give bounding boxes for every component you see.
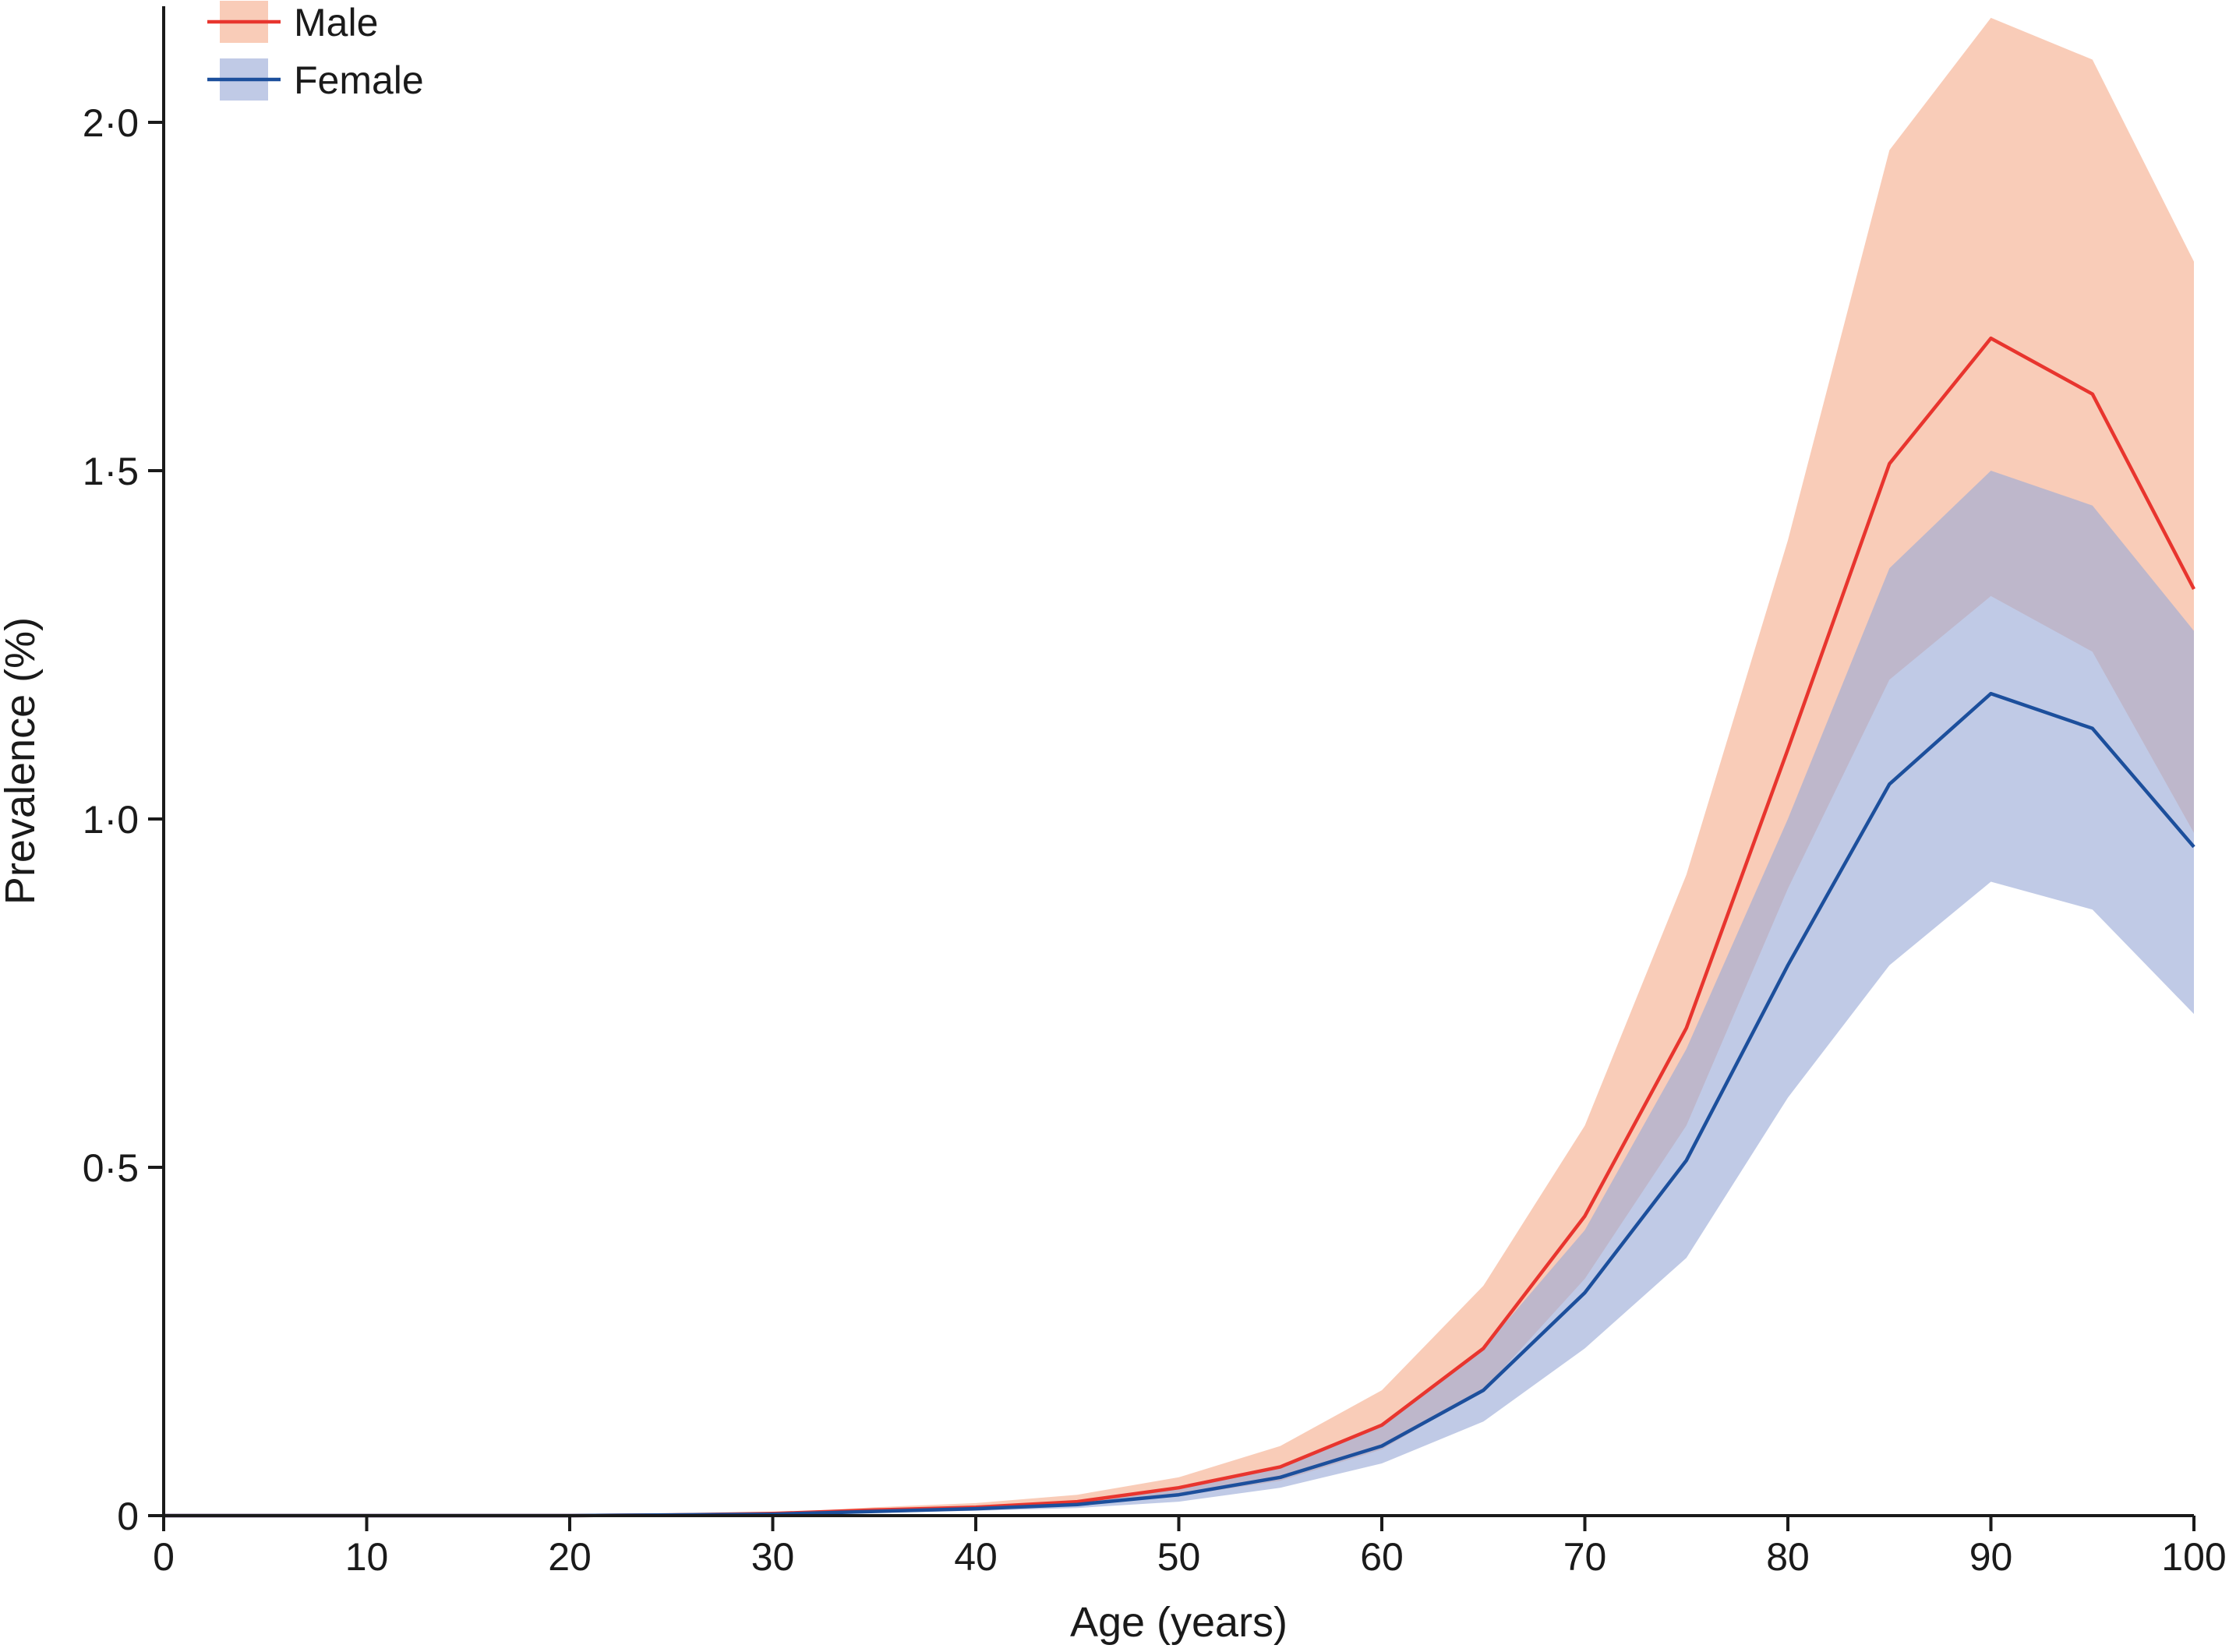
x-tick-label: 10 [345, 1535, 389, 1579]
x-tick-label: 50 [1157, 1535, 1201, 1579]
y-tick-label: 1·5 [83, 450, 139, 493]
x-tick-label: 60 [1360, 1535, 1404, 1579]
x-tick-label: 70 [1563, 1535, 1607, 1579]
legend-label: Female [294, 58, 424, 102]
x-tick-label: 20 [548, 1535, 592, 1579]
y-axis-title: Prevalence (%) [0, 617, 44, 905]
band-female [164, 471, 2194, 1516]
x-tick-label: 100 [2161, 1535, 2226, 1579]
uncertainty-bands [164, 17, 2194, 1516]
legend-label: Male [294, 1, 378, 44]
x-tick-label: 30 [751, 1535, 795, 1579]
x-tick-label: 40 [954, 1535, 998, 1579]
y-tick-label: 1·0 [83, 798, 139, 842]
x-tick-label: 90 [1969, 1535, 2013, 1579]
y-tick-label: 0·5 [83, 1146, 139, 1190]
legend-item-female: Female [207, 58, 424, 102]
band-male [164, 17, 2194, 1516]
legend-item-male: Male [207, 1, 378, 44]
x-axis-title: Age (years) [1070, 1599, 1288, 1646]
legend: Male Female [207, 1, 424, 102]
x-tick-label: 80 [1766, 1535, 1810, 1579]
x-tick-label: 0 [153, 1535, 175, 1579]
y-tick-label: 0 [117, 1495, 139, 1538]
axes: 0 10 20 30 40 50 60 70 80 90 100 0 0·5 1·0 1·5 2·0 [83, 6, 2227, 1579]
y-tick-label: 2·0 [83, 101, 139, 145]
